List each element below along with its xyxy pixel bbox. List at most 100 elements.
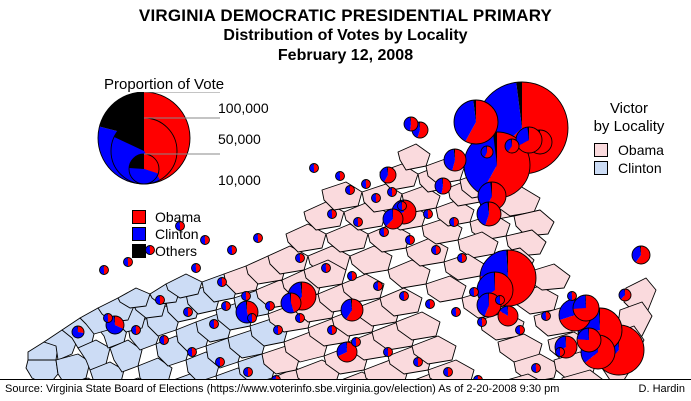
locality-pie-small: [241, 291, 251, 301]
locality-pie-small: [347, 271, 357, 281]
locality-pie: [618, 288, 632, 302]
county-polygon: [379, 287, 423, 317]
swatch-obama-pie: [132, 210, 146, 224]
locality-pie-small: [451, 307, 461, 317]
locality-pie: [572, 294, 600, 322]
locality-pie-small: [215, 357, 225, 367]
scale-label-10000: 10,000: [218, 172, 261, 188]
key-row-clinton: Clinton: [132, 226, 201, 242]
locality-pie-small: [431, 245, 441, 255]
victor-row-obama: Obama: [594, 141, 664, 158]
legend-proportional-circle: [128, 153, 160, 185]
locality-pie: [631, 245, 651, 265]
county-polygon: [117, 287, 151, 309]
locality-pie: [443, 148, 467, 172]
locality-pie-small: [371, 193, 381, 203]
locality-pie-small: [295, 253, 305, 263]
locality-pie-small: [335, 171, 345, 181]
locality-pie-small: [477, 317, 487, 327]
locality-pie-small: [351, 337, 361, 347]
county-polygon: [285, 223, 327, 253]
locality-pie: [476, 201, 502, 227]
county-polygon: [411, 335, 457, 365]
locality-pie-small: [399, 291, 409, 301]
locality-pie-small: [373, 281, 383, 291]
locality-pie: [280, 292, 302, 314]
title-line-3: February 12, 2008: [277, 47, 414, 64]
virginia-locality-map: [25, 81, 657, 380]
locality-pie: [434, 177, 452, 195]
locality-pie-small: [227, 245, 237, 255]
locality-pie-small: [469, 287, 479, 297]
locality-pie-small: [473, 375, 483, 380]
locality-pie-small: [123, 257, 133, 267]
victor-legend-title-1: Victor: [609, 100, 649, 117]
locality-pie: [515, 126, 543, 154]
locality-pie-small: [243, 367, 253, 377]
locality-pie-small: [221, 301, 231, 311]
locality-pie-small: [353, 217, 363, 227]
victor-legend: Victor by Locality Obama Clinton: [570, 100, 688, 180]
locality-pie: [497, 305, 519, 327]
footer-source: Source: Virginia State Board of Election…: [5, 383, 560, 395]
key-label-clinton: Clinton: [155, 226, 199, 242]
locality-pie-small: [361, 179, 371, 189]
key-label-obama: Obama: [155, 209, 201, 225]
county-polygon: [25, 359, 59, 380]
locality-pie-small: [253, 233, 263, 243]
scale-label-100000: 100,000: [218, 100, 269, 116]
locality-pie: [480, 145, 494, 159]
locality-pie-small: [405, 235, 415, 245]
scale-label-50000: 50,000: [218, 131, 261, 147]
locality-pie-small: [345, 185, 355, 195]
swatch-obama-locality: [594, 142, 609, 157]
key-row-others: Others: [132, 243, 201, 259]
locality-pie-small: [191, 263, 201, 273]
locality-pie: [382, 208, 404, 230]
locality-pie-small: [397, 201, 407, 211]
locality-pie-small: [271, 375, 281, 380]
locality-pie-small: [443, 367, 453, 377]
locality-pie-small: [200, 235, 210, 245]
victor-row-clinton: Clinton: [594, 159, 664, 176]
locality-pie: [71, 325, 85, 339]
locality-pie-small: [209, 319, 219, 329]
victor-legend-title-2: by Locality: [593, 118, 665, 135]
locality-pie-small: [103, 313, 113, 323]
locality-pie-small: [183, 307, 193, 317]
locality-pie-small: [159, 335, 169, 345]
locality-pie-small: [327, 209, 337, 219]
locality-pie-small: [321, 263, 331, 273]
county-polygon: [505, 373, 540, 380]
proportion-legend-symbols: [97, 92, 220, 185]
key-label-others: Others: [155, 243, 198, 259]
locality-pie-small: [131, 325, 141, 335]
locality-pie-small: [295, 313, 305, 323]
county-polygon: [395, 311, 441, 341]
locality-pie: [336, 341, 358, 363]
locality-pie: [453, 99, 499, 145]
locality-pie-small: [155, 295, 165, 305]
locality-pie-small: [531, 363, 541, 373]
county-polygon: [561, 369, 605, 380]
locality-pie-small: [449, 217, 459, 227]
swatch-others-pie: [132, 244, 146, 258]
locality-pie: [576, 327, 602, 353]
title-line-1: VIRGINIA DEMOCRATIC PRESIDENTIAL PRIMARY: [138, 6, 553, 25]
locality-pie-small: [175, 221, 185, 231]
locality-pie-small: [265, 301, 275, 311]
county-polygon: [165, 273, 203, 299]
victor-label-obama: Obama: [618, 141, 664, 158]
locality-pie-small: [273, 325, 283, 335]
locality-pie-small: [327, 325, 337, 335]
locality-pie: [403, 116, 419, 132]
proportion-legend: Proportion of Vote 100,000 50,000 10,000: [92, 76, 292, 276]
victor-label-clinton: Clinton: [618, 159, 662, 176]
footer-divider: [0, 379, 691, 380]
county-polygon: [89, 361, 125, 380]
locality-pie-small: [309, 163, 319, 173]
locality-pie-small: [423, 209, 433, 219]
footer-author: D. Hardin: [638, 383, 685, 395]
locality-pie-small: [247, 313, 257, 323]
